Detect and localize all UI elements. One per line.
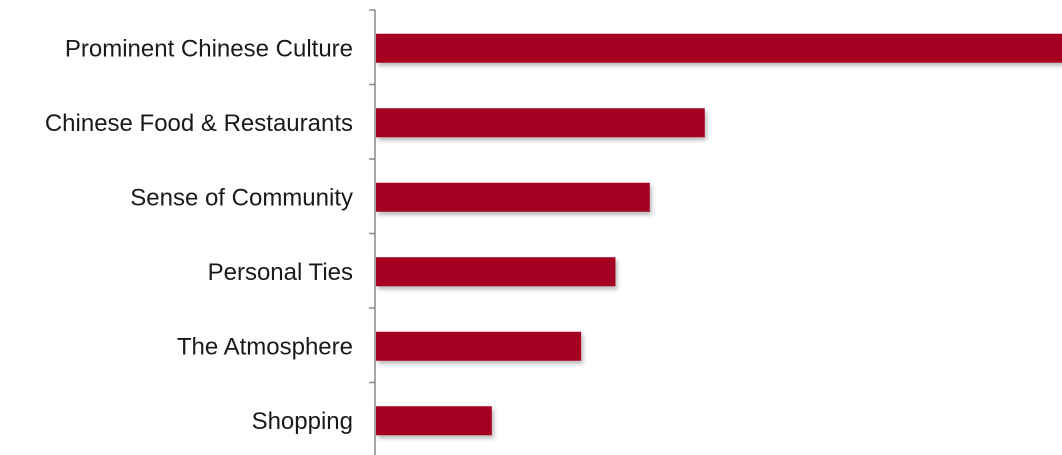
category-label-1: Prominent Chinese Culture — [65, 35, 353, 62]
bar-1 — [376, 34, 1062, 63]
category-label-2: Chinese Food & Restaurants — [45, 110, 353, 137]
category-label-4: Personal Ties — [208, 259, 353, 286]
category-labels: Prominent Chinese Culture Chinese Food & … — [45, 35, 353, 435]
y-axis — [369, 10, 375, 455]
bar-5 — [376, 332, 581, 361]
category-label-6: Shopping — [252, 408, 353, 435]
bar-6 — [376, 406, 492, 435]
bar-4 — [376, 257, 615, 286]
category-label-5: The Atmosphere — [177, 333, 353, 360]
bar-3 — [376, 183, 650, 212]
bar-2 — [376, 108, 705, 137]
category-label-3: Sense of Community — [130, 184, 353, 211]
bars-layer — [376, 34, 1062, 436]
